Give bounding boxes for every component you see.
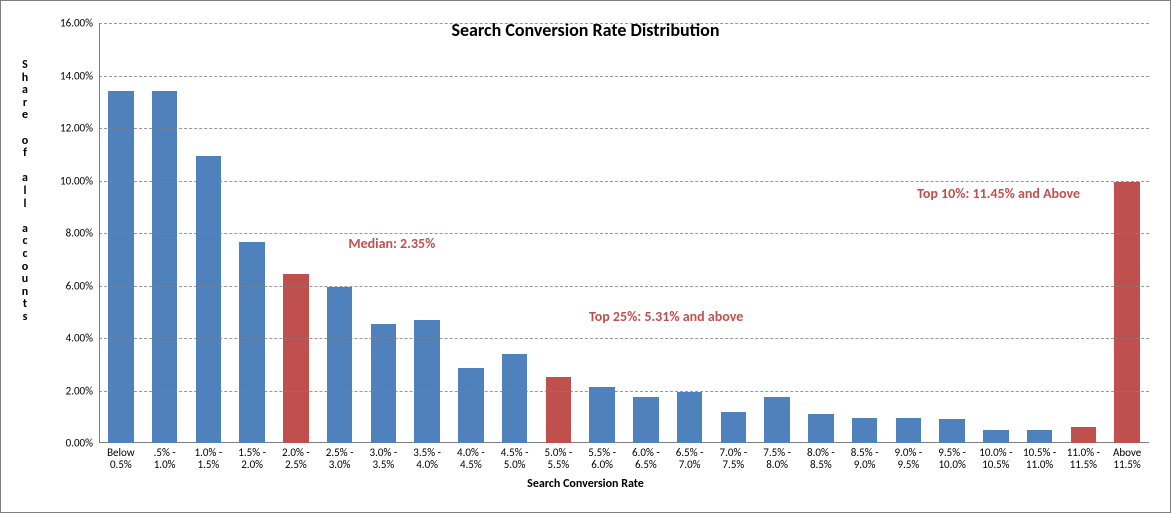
x-tick-label: 10.5% - 11.0% [1023,447,1056,471]
y-tick-label: 12.00% [60,122,99,135]
bar [546,377,571,443]
y-tick-label: 10.00% [60,174,99,187]
bar [327,287,352,443]
x-tick-label: 6.0% - 6.5% [632,447,660,471]
y-tick-label: 0.00% [66,437,99,450]
x-tick-label: 3.0% - 3.5% [370,447,398,471]
bar [896,418,921,443]
bar [283,274,308,443]
plot-area: 0.00%2.00%4.00%6.00%8.00%10.00%12.00%14.… [99,23,1149,443]
x-tick-label: 5.0% - 5.5% [545,447,573,471]
bar [589,387,614,443]
x-tick-label: 1.5% - 2.0% [238,447,266,471]
chart-frame: Search Conversion Rate Distribution Shar… [0,0,1171,513]
bar [721,412,746,444]
grid-line [99,128,1149,129]
bar [677,392,702,443]
x-tick-label: 11.0% - 11.5% [1067,447,1100,471]
x-tick-label: 9.5% - 10.0% [938,447,966,471]
bar [852,418,877,443]
bar [196,156,221,443]
grid-line [99,181,1149,182]
y-tick-label: 16.00% [60,17,99,30]
x-tick-label: 3.5% - 4.0% [413,447,441,471]
bar [1114,182,1139,443]
bar [808,414,833,443]
y-tick-label: 2.00% [66,384,99,397]
bar [983,430,1008,443]
bar [1071,427,1096,443]
y-axis-label: Share of all accounts [19,59,31,323]
grid-line [99,23,1149,24]
x-tick-label: 7.0% - 7.5% [720,447,748,471]
y-tick-label: 8.00% [66,227,99,240]
bar [764,397,789,443]
x-axis-label: Search Conversion Rate [1,477,1170,491]
bar [239,242,264,443]
y-tick-label: 4.00% [66,332,99,345]
bar [633,397,658,443]
annotation: Top 25%: 5.31% and above [589,308,743,325]
x-tick-label: 8.5% - 9.0% [851,447,879,471]
annotation: Median: 2.35% [348,235,435,252]
x-tick-label: 9.0% - 9.5% [895,447,923,471]
x-tick-label: 10.0% - 10.5% [979,447,1012,471]
x-tick-label: 7.5% - 8.0% [763,447,791,471]
bar [371,324,396,443]
x-tick-label: 6.5% - 7.0% [676,447,704,471]
x-tick-label: 4.0% - 4.5% [457,447,485,471]
y-tick-label: 6.00% [66,279,99,292]
x-tick-label: 5.5% - 6.0% [588,447,616,471]
grid-line [99,286,1149,287]
annotation: Top 10%: 11.45% and Above [917,185,1080,202]
bar [502,354,527,443]
x-tick-label: Below 0.5% [107,447,135,471]
grid-line [99,233,1149,234]
x-tick-label: 2.0% - 2.5% [282,447,310,471]
x-tick-label: 2.5% - 3.0% [326,447,354,471]
grid-line [99,391,1149,392]
x-tick-label: Above 11.5% [1113,447,1141,471]
x-tick-label: 8.0% - 8.5% [807,447,835,471]
bar [939,419,964,443]
bar [458,368,483,443]
x-tick-label: 4.5% - 5.0% [501,447,529,471]
grid-line [99,76,1149,77]
y-tick-label: 14.00% [60,69,99,82]
x-tick-label: .5% - 1.0% [154,447,176,471]
x-tick-label: 1.0% - 1.5% [195,447,223,471]
bar [1027,430,1052,443]
grid-line [99,338,1149,339]
